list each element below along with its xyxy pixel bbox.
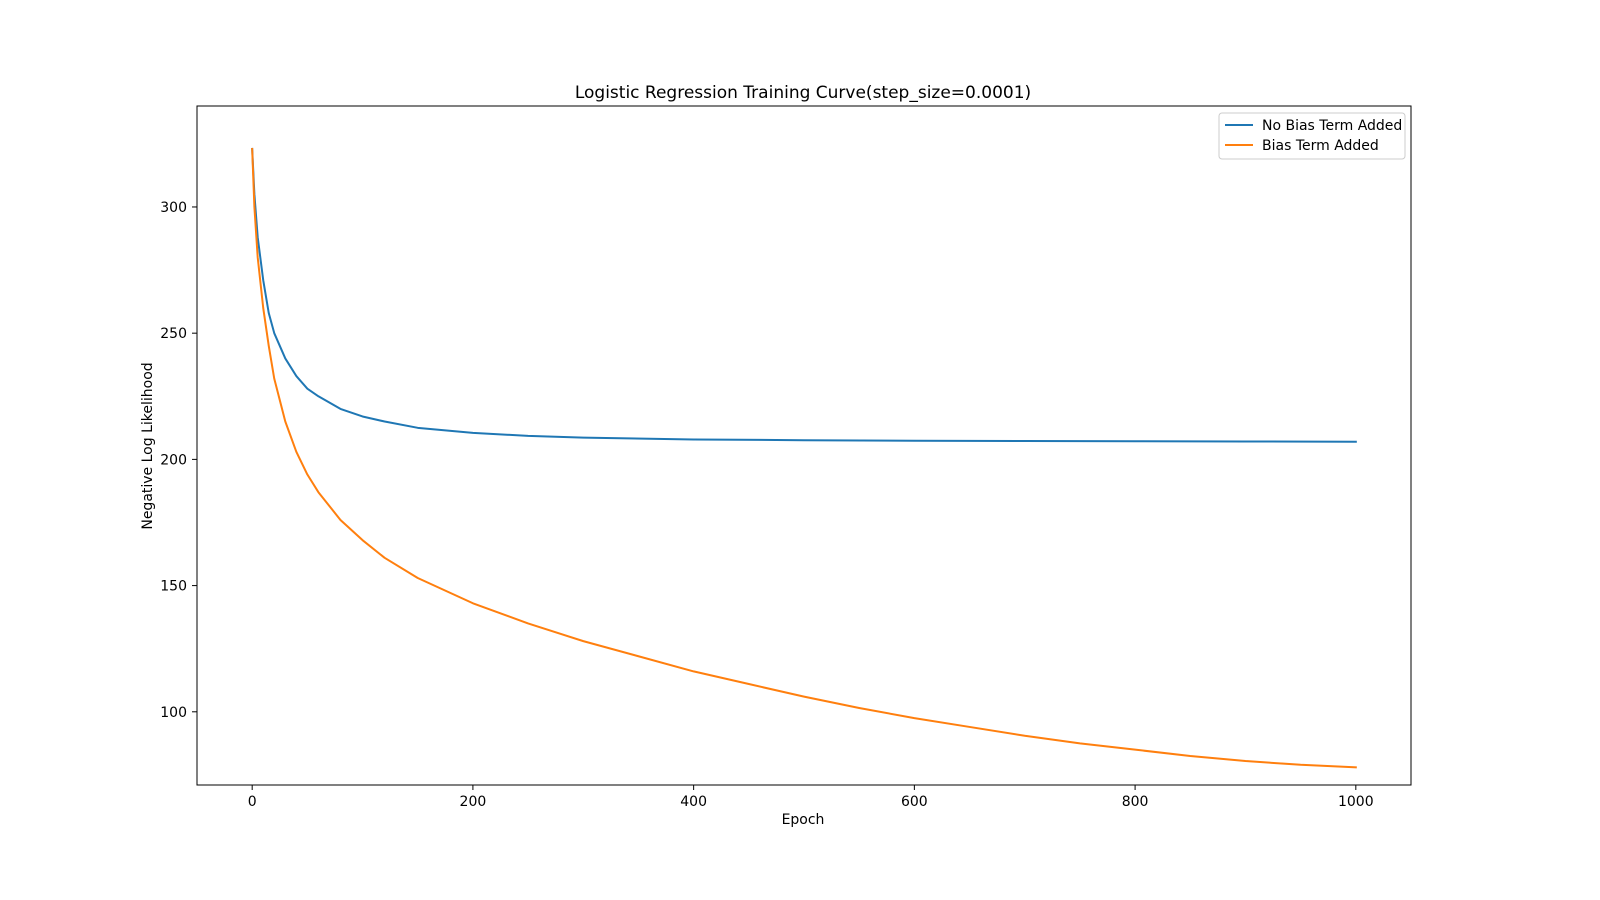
- series-line-1: [251, 147, 1357, 769]
- x-tick-label: 400: [680, 794, 707, 810]
- y-axis-label: Negative Log Likelihood: [140, 362, 156, 529]
- x-tick-label: 1000: [1338, 794, 1374, 810]
- y-tick-label: 200: [160, 452, 187, 468]
- series-layer: [251, 147, 1357, 769]
- x-tick-label: 800: [1122, 794, 1149, 810]
- y-tick-label: 300: [160, 200, 187, 216]
- x-tick-label: 600: [901, 794, 928, 810]
- series-line-0: [251, 147, 1357, 443]
- x-axis-label: Epoch: [782, 812, 825, 828]
- legend-label: No Bias Term Added: [1262, 118, 1402, 134]
- legend-box: [1218, 112, 1406, 160]
- legend: No Bias Term Added Bias Term Added: [1218, 112, 1406, 160]
- x-axis: 0 200 400 600 800 1000: [248, 785, 1374, 810]
- plot-frame: [196, 105, 1412, 786]
- chart-title: Logistic Regression Training Curve(step_…: [575, 83, 1031, 103]
- x-tick-label: 0: [248, 794, 257, 810]
- y-tick-label: 150: [160, 579, 187, 595]
- y-axis: 100 150 200 250 300: [160, 200, 197, 721]
- x-tick-label: 200: [460, 794, 487, 810]
- y-tick-label: 250: [160, 326, 187, 342]
- y-tick-label: 100: [160, 705, 187, 721]
- legend-label: Bias Term Added: [1262, 138, 1379, 154]
